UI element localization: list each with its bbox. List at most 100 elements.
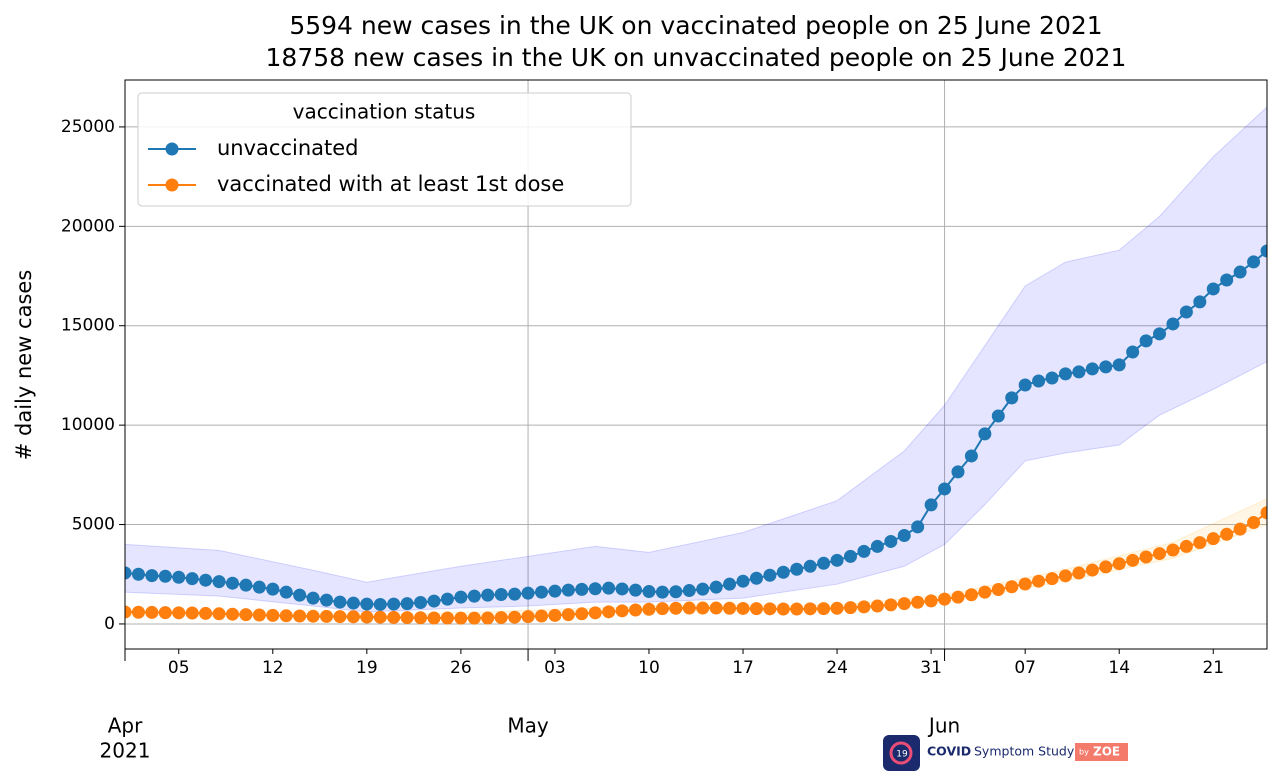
x-month-label: Apr <box>108 714 143 738</box>
y-tick-label: 25000 <box>61 117 115 137</box>
data-point <box>709 580 723 594</box>
data-point <box>293 588 307 602</box>
data-point <box>548 608 562 622</box>
data-point <box>736 601 750 615</box>
data-point <box>1112 557 1126 571</box>
x-tick-label: 12 <box>262 658 284 678</box>
y-tick-label: 20000 <box>61 216 115 236</box>
data-point <box>790 602 804 616</box>
data-point <box>938 592 952 606</box>
data-point <box>252 608 266 622</box>
data-point <box>749 571 763 585</box>
data-point <box>185 606 199 620</box>
data-point <box>306 591 320 605</box>
data-point <box>615 604 629 618</box>
data-point <box>1005 391 1019 405</box>
logo-name: Symptom Study <box>974 744 1075 759</box>
data-point <box>1260 244 1267 258</box>
data-point <box>830 601 844 615</box>
data-point <box>615 582 629 596</box>
data-point <box>1058 367 1072 381</box>
x-tick-label: 26 <box>450 658 472 678</box>
data-point <box>454 590 468 604</box>
data-point <box>723 601 737 615</box>
data-point <box>911 520 925 534</box>
x-month-label: May <box>507 714 549 738</box>
y-tick-label: 15000 <box>61 316 115 336</box>
data-point <box>508 610 522 624</box>
logo-name-bold: COVID <box>927 744 971 759</box>
data-point <box>602 605 616 619</box>
data-point <box>911 595 925 609</box>
data-point <box>320 593 334 607</box>
data-point <box>1112 358 1126 372</box>
data-point <box>655 585 669 599</box>
data-point <box>1233 265 1247 279</box>
data-point <box>320 609 334 623</box>
data-point <box>266 608 280 622</box>
legend-label: vaccinated with at least 1st dose <box>217 172 564 196</box>
y-tick-label: 5000 <box>72 515 115 535</box>
data-point <box>1139 550 1153 564</box>
data-point <box>575 582 589 596</box>
data-point <box>1018 378 1032 392</box>
data-point <box>400 611 414 625</box>
data-point <box>588 582 602 596</box>
data-point <box>225 607 239 621</box>
data-point <box>440 611 454 625</box>
data-point <box>158 606 172 620</box>
data-point <box>682 584 696 598</box>
data-point <box>1247 255 1261 269</box>
chart-title: 18758 new cases in the UK on unvaccinate… <box>266 43 1127 72</box>
confidence-band <box>125 106 1267 613</box>
data-point <box>414 611 428 625</box>
data-point <box>669 585 683 599</box>
logo-by: by <box>1079 748 1089 757</box>
data-point <box>212 607 226 621</box>
data-point <box>1220 273 1234 287</box>
data-point <box>199 606 213 620</box>
legend: vaccination status unvaccinated vaccinated… <box>137 92 632 207</box>
data-point <box>333 610 347 624</box>
data-point <box>387 597 401 611</box>
data-point <box>776 602 790 616</box>
x-tick-label: 05 <box>168 658 190 678</box>
data-point <box>185 572 199 586</box>
data-point <box>749 602 763 616</box>
data-point <box>1018 577 1032 591</box>
data-point <box>494 611 508 625</box>
x-tick-label: 21 <box>1202 658 1224 678</box>
chart-title: 5594 new cases in the UK on vaccinated p… <box>289 11 1102 40</box>
data-point <box>534 609 548 623</box>
data-point <box>252 580 266 594</box>
data-point <box>1193 536 1207 550</box>
data-point <box>1032 374 1046 388</box>
data-point <box>279 609 293 623</box>
data-point <box>172 570 186 584</box>
data-point <box>884 534 898 548</box>
data-point <box>333 595 347 609</box>
data-point <box>414 595 428 609</box>
series-layer <box>125 106 1267 625</box>
data-point <box>158 569 172 583</box>
data-point <box>212 575 226 589</box>
data-point <box>239 578 253 592</box>
data-point <box>1247 516 1261 530</box>
data-point <box>669 601 683 615</box>
data-point <box>1032 574 1046 588</box>
data-point <box>1072 365 1086 379</box>
data-point <box>844 601 858 615</box>
data-point <box>534 585 548 599</box>
data-point <box>870 539 884 553</box>
data-point <box>548 584 562 598</box>
data-point <box>373 610 387 624</box>
data-point <box>817 556 831 570</box>
x-tick-label: 17 <box>732 658 754 678</box>
y-tick-label: 0 <box>104 614 115 634</box>
data-point <box>440 592 454 606</box>
x-tick-label: 19 <box>356 658 378 678</box>
data-point <box>844 549 858 563</box>
data-point <box>978 585 992 599</box>
data-point <box>696 582 710 596</box>
